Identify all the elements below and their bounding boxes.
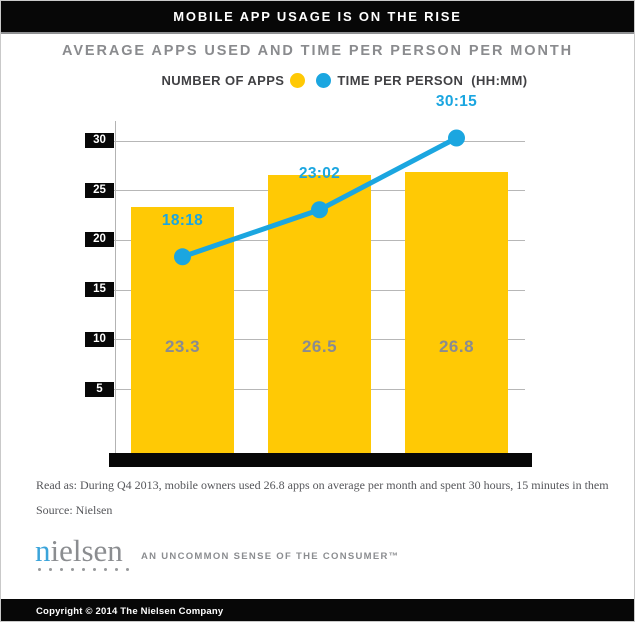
y-tick-label-20: 20 [85,232,114,248]
y-tick-label-25: 25 [85,182,114,198]
source-note: Source: Nielsen [36,503,113,517]
legend-time-label: TIME PER PERSON (HH:MM) [337,72,528,88]
logo-dots-icon [38,568,129,571]
logo-dot-icon [49,568,52,571]
footer-bar: Copyright © 2014 The Nielsen Company [1,599,634,621]
legend-apps-label: NUMBER OF APPS [161,72,285,88]
line-segment [181,135,458,260]
copyright-text: Copyright © 2014 The Nielsen Company [36,605,224,617]
logo-letter-n: n [35,533,51,568]
line-value-label-3: 30:15 [435,93,478,110]
bar-1 [131,207,234,453]
legend-apps-swatch-icon [290,72,306,88]
logo-tagline: AN UNCOMMON SENSE OF THE CONSUMER™ [141,551,400,562]
y-tick-label-5: 5 [85,381,114,397]
nielsen-logo: nielsen [35,535,123,566]
line-value-label-1: 18:18 [161,211,204,229]
logo-dot-icon [38,568,41,571]
bar-value-label-1: 23.3 [164,337,201,356]
logo-dot-icon [115,568,118,571]
logo-dot-icon [93,568,96,571]
bar-3 [405,172,508,453]
x-axis-bar [109,453,532,467]
bar-value-label-3: 26.8 [438,337,475,356]
y-axis-line [115,121,116,453]
line-value-label-2: 23:02 [298,164,341,182]
read-as-note: Read as: During Q4 2013, mobile owners u… [36,478,609,492]
logo-dot-icon [104,568,107,571]
logo-dot-icon [126,568,129,571]
header-divider [1,32,634,34]
chart-subtitle: AVERAGE APPS USED AND TIME PER PERSON PE… [62,43,573,59]
y-tick-label-30: 30 [85,133,114,148]
logo-dot-icon [60,568,63,571]
y-tick-label-10: 10 [85,331,114,347]
chart-legend: NUMBER OF APPS TIME PER PERSON (HH:MM) [1,72,634,88]
logo-letters-rest: ielsen [50,533,123,568]
logo-dot-icon [82,568,85,571]
line-point-3 [448,129,465,147]
gridline-30 [113,140,525,142]
line-point-1 [174,248,191,266]
logo-dot-icon [71,568,74,571]
bar-value-label-2: 26.5 [301,337,338,356]
legend-time-swatch-icon [316,72,332,88]
header-bar: MOBILE APP USAGE IS ON THE RISE [1,1,634,32]
y-tick-label-15: 15 [85,282,114,298]
line-point-2 [311,201,328,219]
page-title: MOBILE APP USAGE IS ON THE RISE [173,9,462,24]
